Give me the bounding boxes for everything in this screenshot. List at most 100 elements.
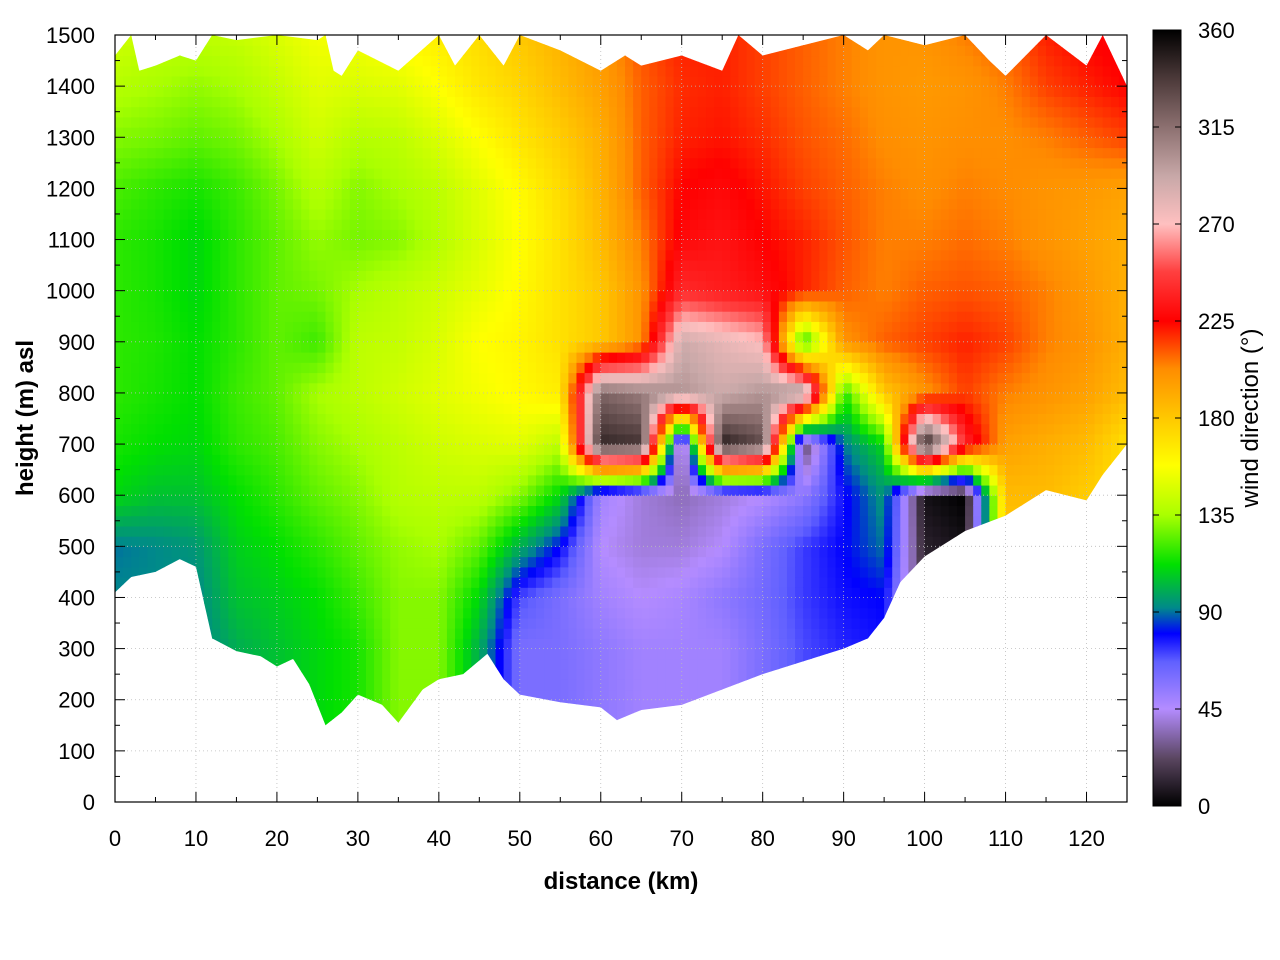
heatmap-cell — [357, 403, 367, 414]
heatmap-cell — [374, 741, 383, 752]
heatmap-cell — [236, 413, 246, 425]
heatmap-cell — [406, 658, 416, 670]
heatmap-cell — [188, 741, 197, 752]
heatmap-cell — [220, 464, 229, 476]
heatmap-cell — [430, 65, 440, 77]
heatmap-cell — [187, 658, 197, 670]
heatmap-cell — [414, 546, 424, 558]
heatmap-cell — [568, 730, 577, 741]
heatmap-cell — [519, 577, 529, 588]
heatmap-cell — [455, 239, 464, 251]
heatmap-cell — [430, 433, 440, 445]
heatmap-cell — [333, 249, 343, 261]
heatmap-cell — [560, 35, 569, 46]
heatmap-cell — [584, 188, 594, 200]
heatmap-cell — [171, 86, 181, 97]
heatmap-cell — [422, 311, 432, 322]
heatmap-cell — [179, 669, 189, 680]
heatmap-cell — [511, 259, 521, 271]
heatmap-cell — [333, 270, 343, 282]
heatmap-cell — [365, 35, 375, 46]
heatmap-cell — [123, 792, 132, 803]
heatmap-cell — [641, 382, 650, 394]
heatmap-cell — [495, 536, 505, 547]
heatmap-cell — [115, 188, 124, 200]
heatmap-cell — [123, 648, 132, 660]
heatmap-cell — [220, 167, 229, 179]
heatmap-cell — [220, 505, 229, 517]
heatmap-cell — [155, 413, 165, 425]
heatmap-cell — [584, 55, 594, 67]
heatmap-cell — [487, 127, 497, 138]
heatmap-cell — [608, 454, 618, 466]
heatmap-cell — [349, 178, 359, 189]
heatmap-cell — [349, 167, 359, 179]
heatmap-cell — [519, 167, 529, 179]
heatmap-cell — [471, 35, 480, 46]
heatmap-cell — [382, 751, 391, 762]
heatmap-cell — [439, 761, 448, 772]
heatmap-cell — [341, 709, 351, 721]
heatmap-cell — [228, 638, 238, 650]
heatmap-cell — [625, 556, 634, 568]
heatmap-cell — [625, 106, 634, 118]
heatmap-cell — [276, 96, 286, 108]
heatmap-cell — [511, 137, 521, 149]
heatmap-cell — [374, 607, 383, 619]
heatmap-cell — [438, 35, 448, 46]
heatmap-cell — [252, 546, 262, 558]
heatmap-cell — [325, 669, 335, 680]
heatmap-cell — [252, 679, 262, 691]
heatmap-cell — [544, 147, 553, 159]
heatmap-cell — [349, 96, 359, 108]
heatmap-cell — [325, 648, 335, 660]
heatmap-cell — [382, 658, 391, 670]
heatmap-cell — [341, 505, 351, 517]
heatmap-cell — [495, 321, 505, 333]
heatmap-cell — [519, 65, 529, 77]
heatmap-cell — [398, 525, 408, 537]
heatmap-cell — [625, 771, 634, 782]
heatmap-cell — [641, 628, 650, 639]
heatmap-cell — [600, 556, 610, 568]
heatmap-cell — [228, 730, 237, 741]
heatmap-cell — [260, 280, 270, 292]
heatmap-cell — [495, 280, 505, 292]
heatmap-cell — [187, 679, 197, 691]
heatmap-cell — [220, 259, 229, 271]
heatmap-cell — [317, 474, 327, 486]
heatmap-cell — [495, 219, 505, 230]
heatmap-cell — [341, 617, 351, 629]
heatmap-cell — [228, 392, 238, 404]
heatmap-cell — [544, 372, 553, 384]
heatmap-cell — [195, 229, 205, 241]
heatmap-cell — [317, 597, 327, 609]
heatmap-cell — [576, 720, 586, 726]
heatmap-cell — [147, 525, 157, 537]
heatmap-cell — [608, 392, 618, 404]
heatmap-cell — [633, 515, 642, 527]
heatmap-cell — [649, 484, 659, 496]
heatmap-cell — [220, 116, 229, 128]
heatmap-cell — [503, 300, 513, 312]
heatmap-cell — [633, 188, 642, 200]
heatmap-cell — [204, 699, 213, 711]
heatmap-cell — [357, 35, 367, 46]
heatmap-cell — [495, 597, 505, 609]
heatmap-cell — [633, 249, 642, 261]
heatmap-cell — [236, 730, 245, 741]
heatmap-cell — [341, 127, 351, 138]
heatmap-cell — [422, 352, 432, 363]
heatmap-cell — [357, 321, 367, 333]
heatmap-cell — [633, 86, 642, 97]
heatmap-cell — [301, 229, 310, 241]
heatmap-cell — [325, 352, 335, 363]
heatmap-cell — [309, 741, 318, 752]
heatmap-cell — [139, 290, 148, 302]
heatmap-cell — [390, 45, 399, 57]
heatmap-cell — [293, 679, 302, 691]
heatmap-cell — [398, 566, 408, 578]
heatmap-cell — [139, 464, 148, 476]
heatmap-cell — [115, 321, 124, 333]
heatmap-cell — [115, 147, 124, 159]
